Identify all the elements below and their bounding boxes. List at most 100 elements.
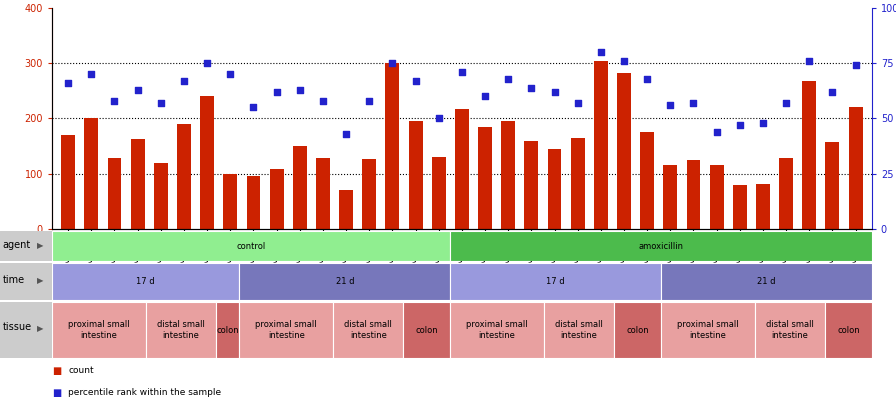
Point (733, 122, 747, 128)
Text: distal small
intestine: distal small intestine (157, 320, 205, 340)
Point (61, 80, 75, 86)
Point (571, 100, 585, 106)
Text: 17 d: 17 d (547, 277, 564, 286)
Bar (617, 72, 631, 229)
Point (478, 93, 492, 100)
Text: 17 d: 17 d (136, 277, 155, 286)
Bar (52, 231, 450, 261)
Bar (131, 139, 144, 229)
Text: control: control (237, 241, 266, 251)
Point (547, 89, 562, 95)
Bar (432, 157, 445, 229)
Point (200, 60, 214, 66)
Point (849, 62, 863, 69)
Text: tissue: tissue (3, 322, 31, 332)
Bar (362, 159, 376, 229)
Bar (450, 263, 661, 300)
Text: colon: colon (216, 326, 239, 335)
Point (455, 69, 470, 75)
Text: colon: colon (416, 326, 438, 335)
Text: 21 d: 21 d (335, 277, 354, 286)
Bar (246, 177, 261, 229)
Bar (544, 302, 614, 358)
Bar (108, 158, 122, 229)
Point (686, 100, 701, 106)
Bar (450, 302, 544, 358)
Bar (661, 263, 872, 300)
Point (409, 78, 423, 84)
Bar (849, 107, 863, 229)
Bar (216, 302, 239, 358)
Bar (316, 158, 330, 229)
Bar (52, 263, 239, 300)
Text: distal small
intestine: distal small intestine (555, 320, 603, 340)
Point (594, 49, 608, 55)
Bar (686, 160, 701, 229)
Bar (478, 127, 492, 229)
Bar (641, 132, 654, 229)
Bar (177, 124, 191, 229)
Point (432, 115, 446, 122)
Point (663, 102, 677, 109)
Text: amoxicillin: amoxicillin (639, 241, 684, 251)
Bar (84, 118, 99, 229)
Bar (154, 163, 168, 229)
Point (339, 131, 353, 137)
Point (616, 58, 631, 64)
Point (710, 128, 724, 135)
Bar (780, 158, 793, 229)
Text: count: count (68, 366, 94, 375)
Bar (340, 190, 353, 229)
Bar (200, 96, 214, 229)
Bar (756, 183, 770, 229)
Point (362, 98, 376, 104)
Bar (450, 231, 872, 261)
Point (524, 84, 538, 91)
Bar (293, 146, 306, 229)
Bar (501, 121, 515, 229)
Text: distal small
intestine: distal small intestine (766, 320, 814, 340)
Bar (825, 302, 872, 358)
Text: agent: agent (3, 239, 30, 249)
Text: colon: colon (626, 326, 649, 335)
Text: ■: ■ (52, 366, 61, 375)
Bar (270, 169, 283, 229)
Point (131, 87, 145, 93)
Point (779, 100, 793, 106)
Bar (825, 142, 840, 229)
Bar (571, 138, 584, 229)
Text: time: time (3, 275, 25, 285)
Bar (594, 60, 607, 229)
Bar (455, 109, 469, 229)
Bar (52, 302, 146, 358)
Bar (614, 302, 661, 358)
Text: ■: ■ (52, 388, 61, 398)
Text: colon: colon (837, 326, 859, 335)
Point (756, 119, 771, 126)
Bar (409, 121, 423, 229)
Point (246, 104, 261, 111)
Text: ▶: ▶ (38, 276, 44, 285)
Point (153, 100, 168, 106)
Bar (547, 149, 562, 229)
Bar (661, 302, 754, 358)
Bar (802, 81, 816, 229)
Text: ▶: ▶ (38, 324, 44, 333)
Text: ▶: ▶ (38, 241, 44, 250)
Point (223, 71, 237, 78)
Bar (710, 165, 724, 229)
Bar (403, 302, 450, 358)
Point (802, 58, 816, 64)
Text: proximal small
intestine: proximal small intestine (68, 320, 130, 340)
Bar (385, 63, 400, 229)
Point (315, 98, 330, 104)
Bar (754, 302, 825, 358)
Point (293, 87, 307, 93)
Point (177, 78, 191, 84)
Bar (733, 185, 746, 229)
Bar (333, 302, 403, 358)
Point (825, 89, 840, 95)
Bar (223, 174, 237, 229)
Bar (524, 141, 538, 229)
Point (270, 89, 284, 95)
